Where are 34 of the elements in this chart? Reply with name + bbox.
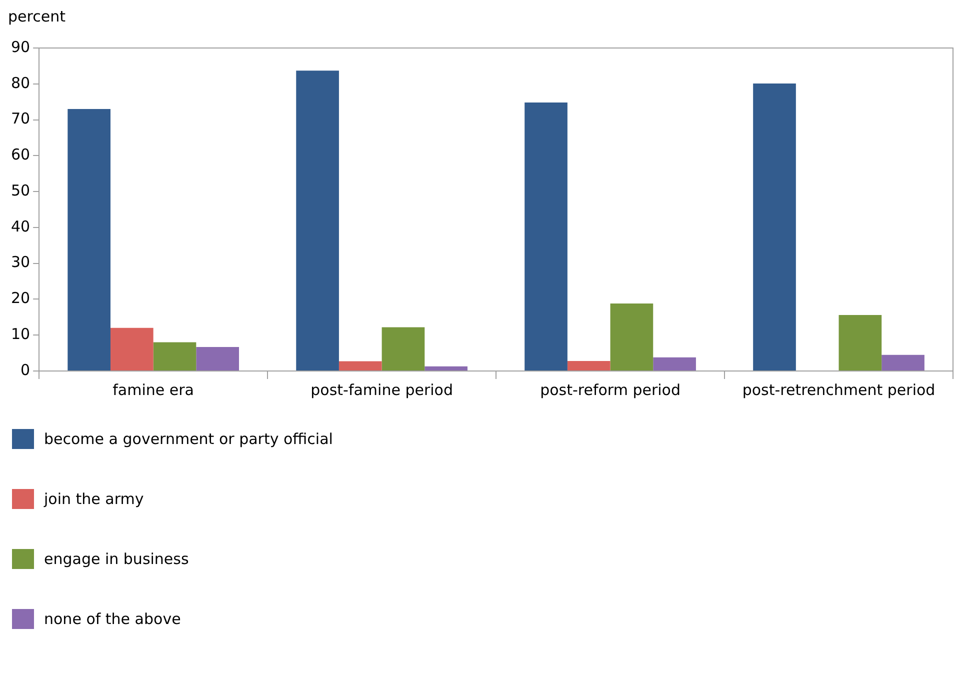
y-tick-label: 0 bbox=[20, 360, 30, 379]
bar bbox=[110, 328, 154, 370]
y-axis-title: percent bbox=[8, 7, 66, 26]
bar bbox=[196, 346, 240, 370]
legend-label: engage in business bbox=[44, 550, 189, 568]
legend-label: none of the above bbox=[44, 610, 181, 628]
bar bbox=[838, 315, 882, 370]
y-tick-label: 90 bbox=[10, 38, 30, 56]
bar bbox=[296, 70, 339, 370]
y-tick-label: 20 bbox=[10, 289, 30, 308]
legend-label: join the army bbox=[44, 490, 144, 508]
bar bbox=[753, 84, 796, 370]
y-tick-label: 30 bbox=[10, 253, 30, 272]
bar bbox=[653, 357, 696, 370]
y-tick-label: 80 bbox=[10, 74, 30, 92]
bar bbox=[424, 366, 468, 370]
bar bbox=[382, 327, 425, 370]
y-tick-label: 40 bbox=[10, 217, 30, 236]
x-tick-label: post-retrenchment period bbox=[742, 380, 936, 399]
bar bbox=[567, 360, 610, 370]
bar bbox=[524, 102, 568, 370]
y-tick-label: 70 bbox=[10, 110, 30, 128]
bar bbox=[153, 342, 196, 370]
y-tick-label: 60 bbox=[10, 146, 30, 164]
x-tick-label: post-reform period bbox=[540, 380, 680, 399]
bar bbox=[610, 304, 654, 370]
bar bbox=[68, 109, 110, 370]
legend-label: become a government or party official bbox=[44, 430, 333, 448]
x-tick-label: famine era bbox=[112, 380, 194, 399]
bar bbox=[882, 354, 924, 370]
y-tick-label: 50 bbox=[10, 181, 30, 200]
x-tick-label: post-famine period bbox=[310, 380, 453, 399]
y-tick-label: 10 bbox=[10, 325, 30, 343]
bar bbox=[338, 361, 382, 370]
